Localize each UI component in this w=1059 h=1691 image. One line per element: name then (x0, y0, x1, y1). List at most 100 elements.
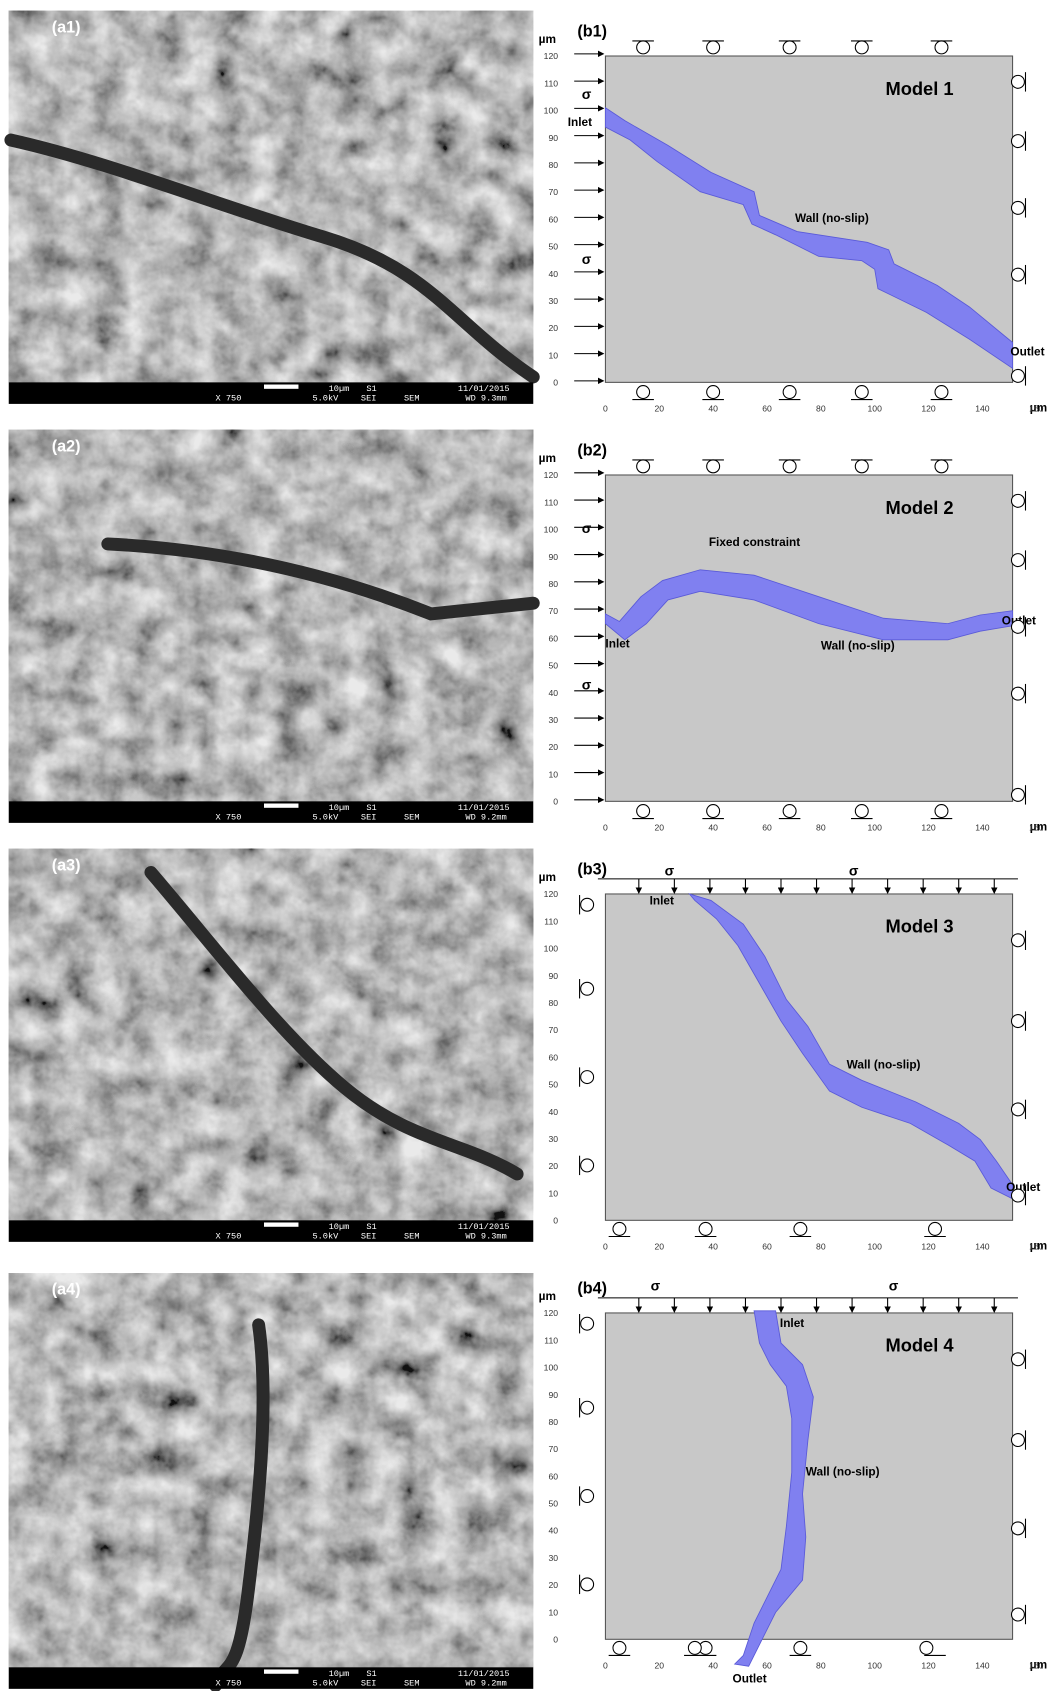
y-tick-label: 40 (548, 269, 558, 279)
panel-row: (a2)10µmS111/01/2015X 7505.0kVSEISEMWD 9… (9, 430, 1047, 834)
scale-bar (264, 1669, 298, 1673)
sem-info: X 750 (216, 1679, 242, 1689)
y-tick-label: 60 (548, 1052, 558, 1062)
x-tick-label: 80 (816, 1241, 826, 1251)
y-tick-label: 50 (548, 242, 558, 252)
annotation: Wall (no-slip) (821, 638, 895, 652)
y-unit: µm (539, 451, 556, 465)
annotation: Wall (no-slip) (806, 1465, 880, 1479)
sem-label: (a3) (52, 856, 81, 874)
sem-texture (9, 849, 534, 1221)
x-tick-label: 160 (1029, 403, 1044, 413)
sem-info: 10µm (329, 1669, 350, 1679)
annotation: Wall (no-slip) (795, 211, 869, 225)
y-tick-label: 40 (548, 1107, 558, 1117)
y-tick-label: 100 (544, 106, 559, 116)
roller-support (783, 460, 796, 473)
roller-support (637, 41, 650, 54)
sem-info: SEM (404, 1679, 420, 1689)
roller-support (1011, 135, 1024, 148)
panel-label: (b1) (577, 23, 607, 41)
y-tick-label: 100 (544, 1363, 559, 1373)
sem-info: WD 9.2mm (465, 1679, 506, 1689)
sem-label: (a2) (52, 437, 81, 455)
y-tick-label: 90 (548, 133, 558, 143)
roller-support (1011, 788, 1024, 801)
roller-support (1011, 620, 1024, 633)
sem-info: 10µm (329, 384, 350, 394)
x-tick-label: 80 (816, 1660, 826, 1670)
roller-support (581, 982, 594, 995)
sem-info: WD 9.3mm (465, 1232, 506, 1242)
roller-support (1011, 687, 1024, 700)
y-tick-label: 100 (544, 525, 559, 535)
roller-support (1011, 75, 1024, 88)
x-tick-label: 20 (654, 403, 664, 413)
load-symbol: σ (665, 863, 675, 879)
model-title: Model 1 (885, 78, 953, 99)
y-tick-label: 80 (548, 998, 558, 1008)
panel-row: (a1)10µmS111/01/2015X 7505.0kVSEISEMWD 9… (9, 11, 1047, 415)
x-tick-label: 0 (603, 1241, 608, 1251)
x-tick-label: 20 (654, 822, 664, 832)
sem-texture (9, 11, 534, 383)
sem-label: (a1) (52, 18, 81, 36)
roller-support (613, 1222, 626, 1235)
sem-info: X 750 (216, 813, 242, 823)
x-tick-label: 20 (654, 1660, 664, 1670)
x-tick-label: 0 (603, 403, 608, 413)
y-tick-label: 0 (553, 1635, 558, 1645)
roller-support (1011, 494, 1024, 507)
roller-support (637, 460, 650, 473)
scale-bar (264, 803, 298, 807)
x-tick-label: 100 (868, 1660, 883, 1670)
roller-support (581, 898, 594, 911)
roller-support (1011, 1522, 1024, 1535)
sem-info: S1 (366, 384, 376, 394)
y-tick-label: 120 (544, 51, 559, 61)
sem-info: SEI (361, 1679, 377, 1689)
roller-support (581, 1578, 594, 1591)
roller-support (935, 41, 948, 54)
panel-label: (b2) (577, 442, 607, 460)
sem-label: (a4) (52, 1281, 81, 1299)
roller-support (920, 1641, 933, 1654)
annotation: Inlet (780, 1316, 804, 1330)
x-tick-label: 100 (868, 822, 883, 832)
roller-support (581, 1401, 594, 1414)
roller-support (581, 1159, 594, 1172)
x-tick-label: 60 (762, 822, 772, 832)
y-tick-label: 80 (548, 579, 558, 589)
y-tick-label: 20 (548, 742, 558, 752)
load-symbol: σ (889, 1277, 899, 1293)
roller-support (707, 805, 720, 818)
y-tick-label: 80 (548, 160, 558, 170)
y-tick-label: 90 (548, 971, 558, 981)
annotation: Outlet (733, 1671, 767, 1685)
roller-support (688, 1641, 701, 1654)
roller-support (613, 1641, 626, 1654)
load-symbol: σ (582, 520, 592, 536)
sem-info: 10µm (329, 1222, 350, 1232)
y-tick-label: 30 (548, 715, 558, 725)
y-tick-label: 10 (548, 1188, 558, 1198)
roller-support (794, 1222, 807, 1235)
x-tick-label: 120 (921, 1660, 936, 1670)
panel-label: (b4) (577, 1280, 607, 1298)
y-tick-label: 110 (544, 916, 558, 926)
y-tick-label: 0 (553, 797, 558, 807)
y-tick-label: 60 (548, 633, 558, 643)
roller-support (707, 386, 720, 399)
sem-info: 5.0kV (312, 1232, 339, 1242)
y-tick-label: 100 (544, 944, 559, 954)
x-tick-label: 120 (921, 1241, 936, 1251)
roller-support (707, 460, 720, 473)
roller-support (935, 460, 948, 473)
y-unit: µm (539, 870, 556, 884)
roller-support (637, 805, 650, 818)
y-unit: µm (539, 1289, 556, 1303)
x-tick-label: 40 (708, 822, 718, 832)
roller-support (935, 386, 948, 399)
y-tick-label: 20 (548, 323, 558, 333)
annotation: Fixed constraint (709, 535, 800, 549)
